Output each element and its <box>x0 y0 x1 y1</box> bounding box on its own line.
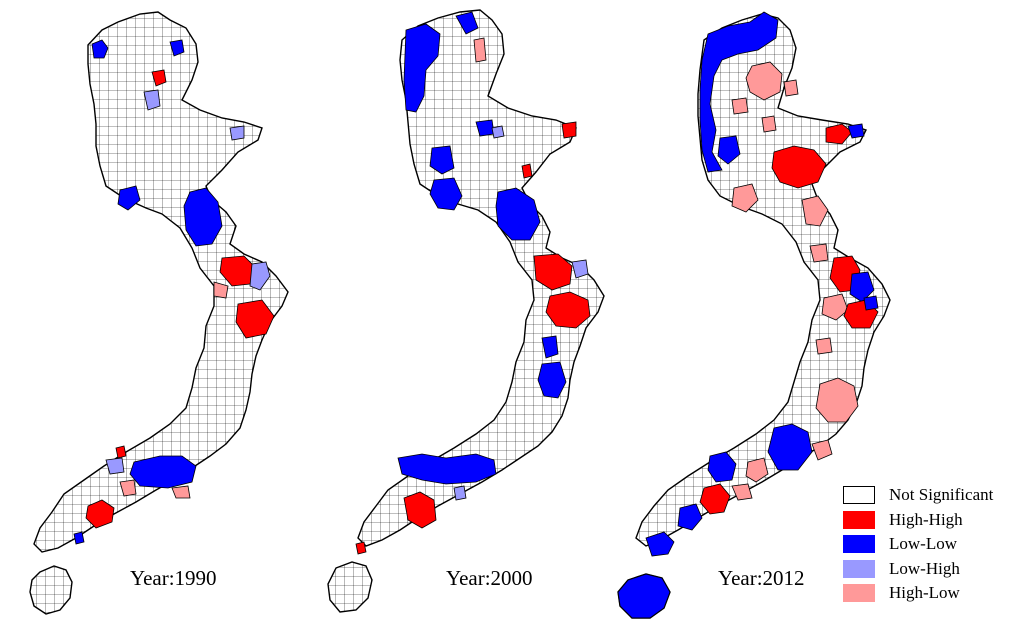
legend-label: Low-High <box>889 558 960 578</box>
year-label: Year:1990 <box>130 566 217 590</box>
legend-swatch <box>843 535 875 554</box>
legend-label: High-High <box>889 509 963 529</box>
legend-swatch <box>843 510 875 529</box>
legend-label: High-Low <box>889 583 960 603</box>
cluster-map-1990 <box>29 11 289 615</box>
cluster-regions-2012 <box>617 11 879 619</box>
coast-outline <box>29 11 289 615</box>
legend-label: Not Significant <box>889 485 994 505</box>
legend-swatch <box>843 584 875 603</box>
year-label: Year:2012 <box>718 566 805 590</box>
cluster-regions-2000 <box>355 11 591 555</box>
legend-item-high-high: High-High <box>843 508 993 533</box>
cluster-map-2012 <box>617 11 891 619</box>
legend: Not Significant High-High Low-Low Low-Hi… <box>843 483 993 606</box>
map-panel-2000: Year:2000 <box>326 0 666 633</box>
map-panel-1990: Year:1990 <box>0 0 340 633</box>
cluster-map-2000 <box>327 9 605 613</box>
map-panel-2012: Year:2012 <box>612 0 952 633</box>
legend-item-low-low: Low-Low <box>843 532 993 557</box>
cluster-regions-1990 <box>73 39 275 545</box>
year-label: Year:2000 <box>446 566 533 590</box>
legend-item-not-significant: Not Significant <box>843 483 993 508</box>
legend-item-low-high: Low-High <box>843 557 993 582</box>
legend-swatch <box>843 486 875 505</box>
legend-item-high-low: High-Low <box>843 581 993 606</box>
legend-swatch <box>843 559 875 578</box>
legend-label: Low-Low <box>889 534 957 554</box>
